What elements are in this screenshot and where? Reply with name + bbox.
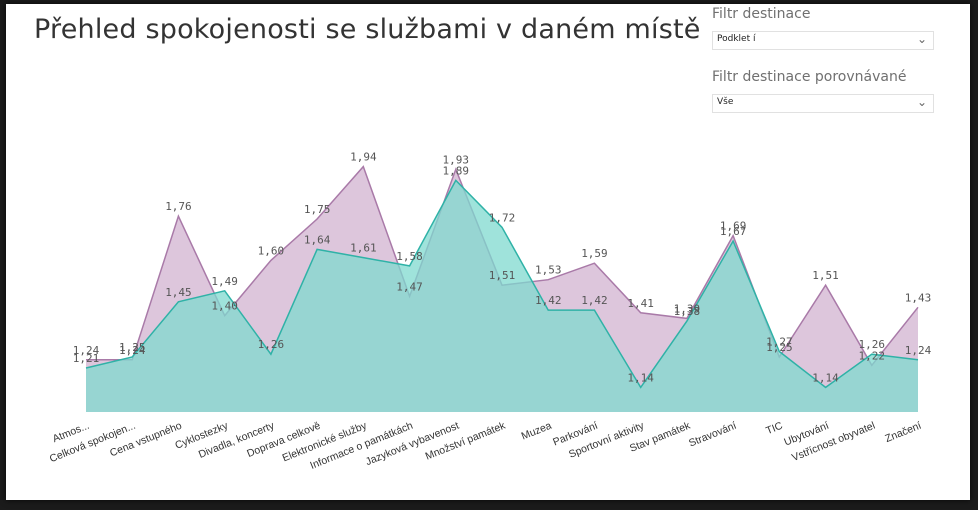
data-label: 1,24 xyxy=(905,344,932,357)
data-label: 1,40 xyxy=(211,300,238,313)
filter-destination-label: Filtr destinace xyxy=(712,6,811,22)
data-label: 1,14 xyxy=(627,371,654,384)
data-label: 1,93 xyxy=(443,153,470,166)
chevron-down-icon: ⌄ xyxy=(916,32,927,46)
data-label: 1,21 xyxy=(73,352,100,365)
data-label: 1,53 xyxy=(535,264,562,277)
data-label: 1,69 xyxy=(720,220,747,233)
data-label: 1,43 xyxy=(905,291,932,304)
data-label: 1,27 xyxy=(766,335,793,348)
filter-destination-value: Podklet í xyxy=(717,34,756,44)
data-label: 1,72 xyxy=(489,211,516,224)
x-tick-label: Značení xyxy=(883,420,923,445)
data-label: 1,89 xyxy=(443,164,470,177)
data-label: 1,24 xyxy=(73,344,100,357)
data-label: 1,75 xyxy=(304,203,331,216)
data-label: 1,49 xyxy=(211,275,238,288)
data-label: 1,25 xyxy=(119,341,146,354)
x-tick-label: TIC xyxy=(764,420,785,438)
filter-destination-dropdown[interactable]: Podklet í ⌄ xyxy=(712,31,934,50)
data-label: 1,39 xyxy=(674,302,701,315)
data-label: 1,26 xyxy=(258,338,285,351)
data-label: 1,47 xyxy=(396,280,423,293)
page-title: Přehled spokojenosti se službami v daném… xyxy=(34,14,701,45)
data-label: 1,64 xyxy=(304,233,331,246)
data-label: 1,41 xyxy=(627,297,654,310)
data-label: 1,76 xyxy=(165,200,192,213)
filter-compare-dropdown[interactable]: Vše ⌄ xyxy=(712,94,934,113)
data-label: 1,45 xyxy=(165,286,192,299)
data-label: 1,60 xyxy=(258,244,285,257)
data-label: 1,22 xyxy=(859,349,886,362)
data-label: 1,25 xyxy=(766,341,793,354)
data-label: 1,42 xyxy=(535,294,562,307)
data-label: 1,24 xyxy=(119,344,146,357)
data-label: 1,61 xyxy=(350,242,377,255)
chevron-down-icon: ⌄ xyxy=(916,95,927,109)
data-label: 1,26 xyxy=(859,338,886,351)
data-label: 1,58 xyxy=(396,250,423,263)
data-label: 1,59 xyxy=(581,247,608,260)
data-label: 1,67 xyxy=(720,225,747,238)
x-tick-label: Stravování xyxy=(687,420,738,450)
filter-compare-label: Filtr destinace porovnávané xyxy=(712,69,907,85)
data-label: 1,51 xyxy=(489,269,516,282)
filter-compare-value: Vše xyxy=(717,97,734,107)
data-label: 1,94 xyxy=(350,151,377,164)
x-tick-label: Množství památek xyxy=(424,419,508,462)
data-label: 1,38 xyxy=(674,305,701,318)
series-2-line xyxy=(85,179,919,389)
data-label: 1,42 xyxy=(581,294,608,307)
data-label: 1,51 xyxy=(812,269,839,282)
area-chart: 1,24 1,24 1,76 1,40 1,60 1,75 1,94 1,47 1,93 1,51… xyxy=(48,151,932,472)
x-tick-label: Muzea xyxy=(520,420,554,443)
series-2-area xyxy=(86,180,918,412)
data-label: 1,14 xyxy=(812,371,839,384)
report-canvas: 1,24 1,24 1,76 1,40 1,60 1,75 1,94 1,47 1,93 1,51… xyxy=(6,4,970,500)
